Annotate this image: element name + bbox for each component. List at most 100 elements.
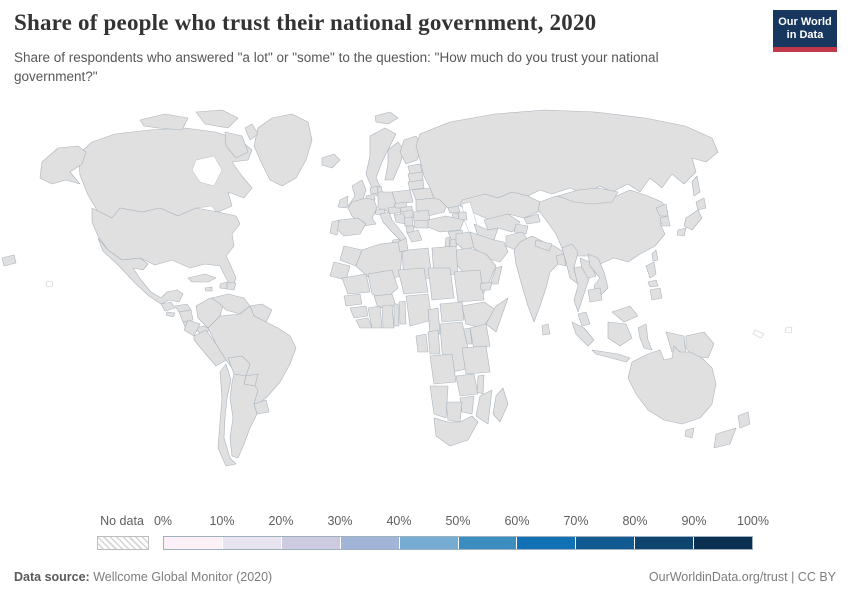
country-canada[interactable] [224,131,249,159]
country-cuba[interactable] [187,273,217,283]
country-senegal[interactable] [343,293,363,307]
country-india[interactable] [513,235,565,323]
country-guatemala[interactable] [160,301,176,312]
country-central-african-republic[interactable] [439,301,465,323]
country-ghana[interactable] [381,304,395,329]
country-lithuania[interactable] [407,179,425,191]
country-indonesia[interactable] [591,349,631,363]
country-portugal[interactable] [329,219,340,236]
country-greece[interactable] [406,229,423,243]
legend-bin[interactable] [694,537,753,549]
country-el-salvador[interactable] [165,311,176,318]
country-south-korea[interactable] [659,215,671,227]
country-namibia[interactable] [429,385,449,419]
country-canada[interactable] [244,123,259,141]
country-sri-lanka[interactable] [541,323,551,336]
country-croatia-bosnia[interactable] [393,213,406,225]
country-kenya[interactable] [469,323,491,351]
country-congo[interactable] [427,329,441,355]
world-choropleth-map[interactable] [0,100,850,502]
country-south-africa[interactable] [433,415,479,447]
legend-bin[interactable] [164,537,223,549]
country-azerbaijan[interactable] [457,211,468,221]
country-sweden[interactable] [384,141,405,181]
legend-bin[interactable] [222,537,282,549]
country-russia[interactable] [691,175,701,197]
country-kyrgyzstan[interactable] [523,213,541,225]
country-zimbabwe[interactable] [459,395,475,415]
country-russia[interactable] [415,109,719,209]
country-laos[interactable] [579,257,597,279]
country-somalia[interactable] [485,297,509,333]
country-france[interactable] [347,197,378,227]
country-greenland[interactable] [253,113,313,187]
country-togo[interactable] [393,303,400,327]
legend-bin[interactable] [576,537,636,549]
country-bangladesh[interactable] [555,253,567,267]
country-philippines[interactable] [647,279,659,288]
country-svalbard[interactable] [374,111,399,125]
country-spain[interactable] [335,217,367,237]
country-peru[interactable] [193,329,227,367]
country-taiwan[interactable] [651,249,659,262]
country-finland[interactable] [399,135,423,165]
country-madagascar[interactable] [492,387,509,423]
country-japan[interactable] [683,209,703,231]
country-chad[interactable] [427,267,455,301]
country-papua-new-guinea[interactable] [685,331,715,359]
country-botswana[interactable] [445,401,463,423]
legend-bin[interactable] [517,537,577,549]
country-cambodia[interactable] [587,287,603,303]
country-netherlands[interactable] [369,185,379,195]
country-dominican-republic[interactable] [226,281,237,291]
country-cameroon[interactable] [427,307,441,335]
country-mongolia[interactable] [557,187,619,205]
country-nepal[interactable] [534,239,553,252]
country-australia[interactable] [627,345,717,425]
country-sierra-leone-liberia[interactable] [355,317,373,329]
country-chile[interactable] [217,363,237,467]
country-sudan[interactable] [453,269,485,303]
legend-no-data-swatch[interactable] [97,536,149,550]
country-iceland[interactable] [321,153,341,169]
country-norway[interactable] [365,127,397,189]
country-mozambique[interactable] [475,389,493,425]
country-japan[interactable] [676,227,687,237]
country-tanzania[interactable] [461,345,491,375]
legend-colorbar[interactable] [163,536,753,550]
country-bulgaria[interactable] [413,219,430,229]
country-nicaragua[interactable] [178,309,194,323]
country-pacific-fragment[interactable] [1,254,17,267]
legend-bin[interactable] [399,537,459,549]
country-new-zealand[interactable] [737,411,751,429]
country-japan[interactable] [695,197,707,211]
country-mauritania[interactable] [341,273,371,295]
country-zambia[interactable] [455,373,479,397]
country-brazil[interactable] [207,305,297,409]
country-tajikistan[interactable] [513,223,529,235]
country-new-zealand[interactable] [713,427,737,449]
owid-logo[interactable]: Our World in Data [773,10,837,52]
country-guinea[interactable] [349,305,369,319]
country-bolivia[interactable] [227,355,251,377]
legend-bin[interactable] [340,537,400,549]
country-niger[interactable] [397,267,429,295]
country-serbia[interactable] [403,216,414,227]
country-haiti[interactable] [219,281,228,290]
country-eritrea[interactable] [479,281,493,291]
country-oman[interactable] [489,265,503,285]
country-indonesia[interactable] [607,321,633,347]
legend-bin[interactable] [635,537,695,549]
country-philippines[interactable] [649,287,663,301]
country-canada[interactable] [195,109,239,129]
legend-bin[interactable] [281,537,341,549]
country-malaysia[interactable] [577,311,591,327]
country-jamaica[interactable] [204,286,213,292]
country-indonesia[interactable] [571,321,595,347]
country-australia[interactable] [684,427,695,439]
country-alaska[interactable] [39,145,87,185]
country-romania[interactable] [412,209,431,222]
country-gabon[interactable] [415,333,429,353]
country-angola[interactable] [429,353,457,385]
country-usa[interactable] [91,207,241,289]
